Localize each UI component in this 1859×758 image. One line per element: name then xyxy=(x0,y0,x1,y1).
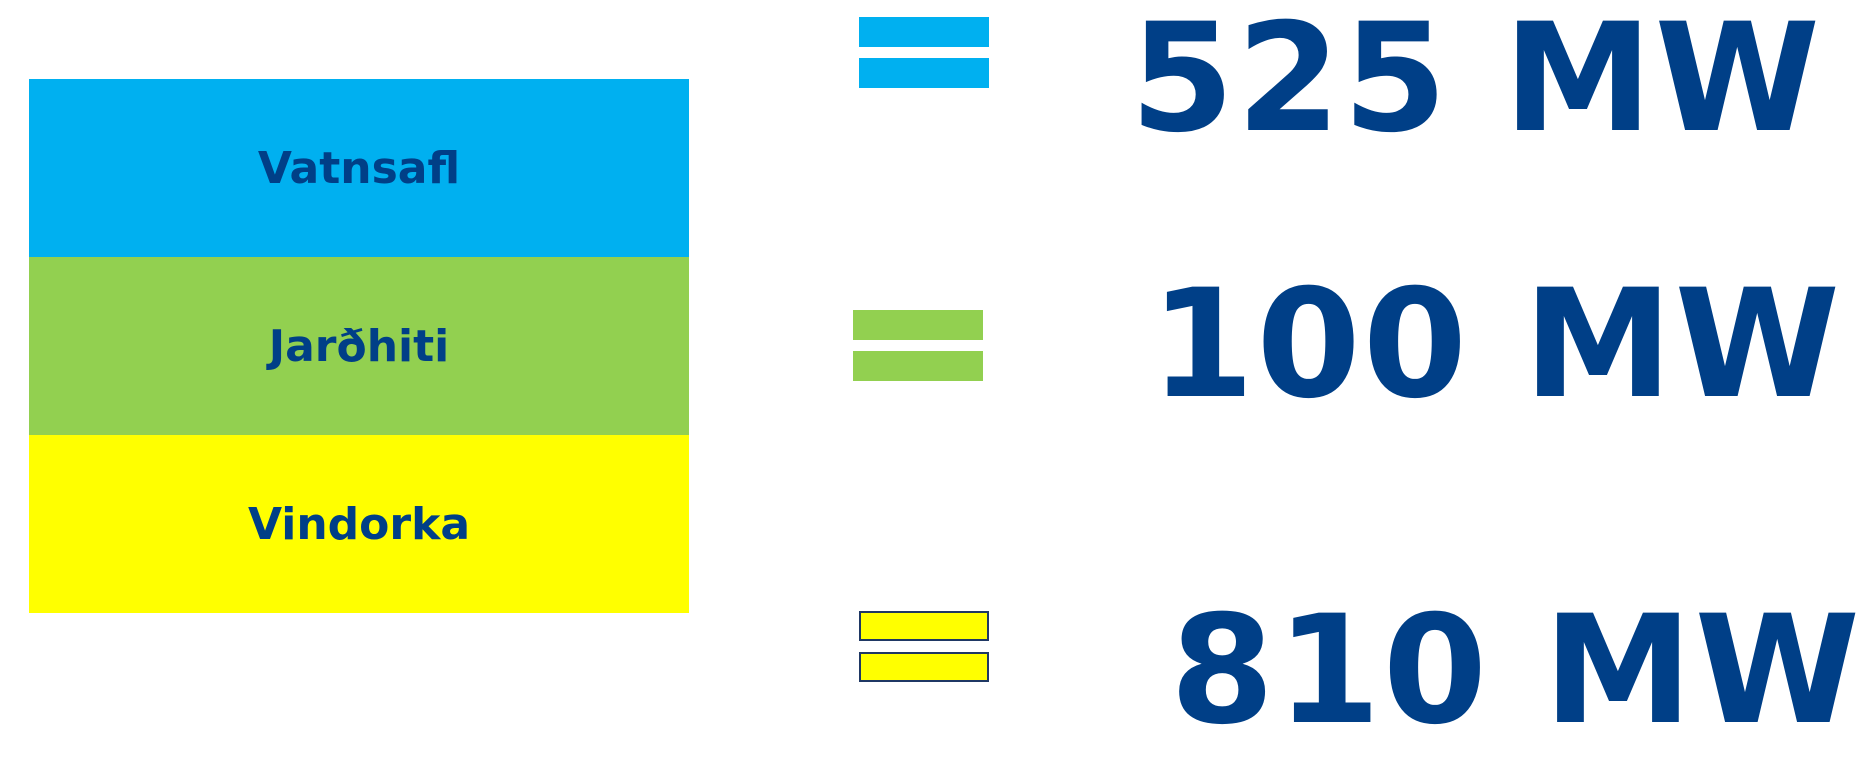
wind-block: Vindorka xyxy=(29,435,689,613)
equals-bar-bottom xyxy=(853,351,983,381)
equals-bar-bottom xyxy=(859,652,989,682)
hydro-label: Vatnsafl xyxy=(257,142,461,194)
wind-equals-sign xyxy=(859,611,989,682)
hydro-equals-sign xyxy=(859,17,989,88)
equals-bar-top xyxy=(859,611,989,641)
wind-label: Vindorka xyxy=(247,498,471,550)
hydro-block: Vatnsafl xyxy=(29,79,689,257)
wind-capacity-value: 810 MW xyxy=(1170,584,1859,758)
geothermal-capacity-value: 100 MW xyxy=(1150,258,1843,432)
equals-bar-top xyxy=(859,17,989,47)
equals-bar-top xyxy=(853,310,983,340)
geothermal-equals-sign xyxy=(853,310,983,381)
geothermal-block: Jarðhiti xyxy=(29,257,689,435)
equals-bar-bottom xyxy=(859,58,989,88)
hydro-capacity-value: 525 MW xyxy=(1130,0,1823,166)
geothermal-label: Jarðhiti xyxy=(268,320,450,372)
